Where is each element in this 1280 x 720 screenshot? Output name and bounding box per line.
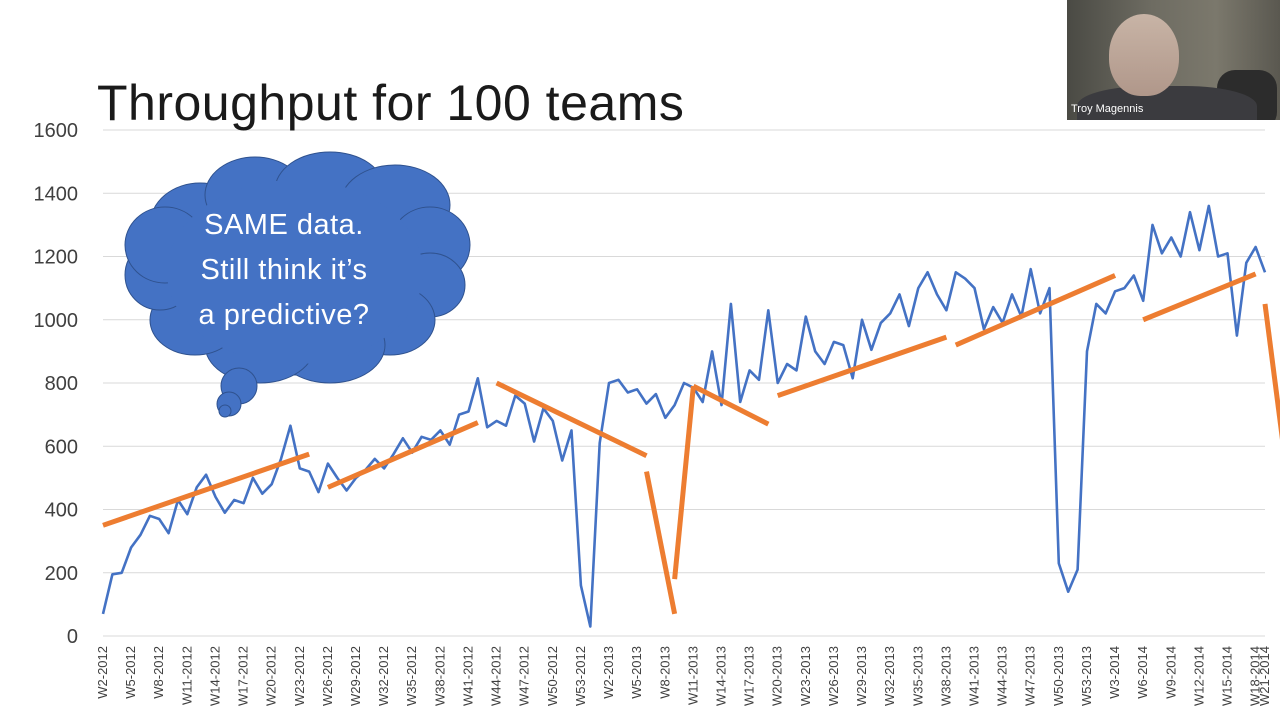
x-tick-label: W6-2014 (1135, 646, 1150, 699)
trend-segment (672, 385, 696, 580)
cloud-body (167, 180, 423, 364)
webcam-person-head (1109, 14, 1179, 96)
trend-segment (644, 471, 678, 615)
x-tick-label: W14-2013 (713, 646, 728, 706)
x-tick-label: W2-2012 (95, 646, 110, 699)
callout-line-3: a predictive? (198, 299, 370, 331)
trend-segment (102, 451, 310, 528)
x-tick-label: W53-2012 (573, 646, 588, 706)
trend-segment (495, 380, 648, 458)
x-tick-label: W47-2012 (517, 646, 532, 706)
x-tick-label: W2-2013 (601, 646, 616, 699)
x-tick-label: W32-2013 (882, 646, 897, 706)
x-tick-label: W17-2013 (742, 646, 757, 706)
x-tick-label: W53-2013 (1079, 646, 1094, 706)
trend-segment (954, 273, 1117, 348)
thought-bubble-text: SAME data. Still think it’s a predictive… (168, 203, 400, 338)
trend-segment (1142, 271, 1257, 323)
y-tick-label: 600 (45, 436, 78, 458)
y-tick-label: 1400 (34, 183, 79, 205)
x-tick-label: W9-2014 (1163, 646, 1178, 699)
x-tick-label: W26-2013 (826, 646, 841, 706)
x-tick-label: W20-2012 (264, 646, 279, 706)
x-tick-label: W35-2012 (404, 646, 419, 706)
x-tick-label: W11-2013 (685, 646, 700, 705)
x-tick-label: W38-2013 (938, 646, 953, 706)
slide-title: Throughput for 100 teams (97, 75, 685, 131)
x-tick-label: W32-2012 (376, 646, 391, 706)
x-tick-label: W3-2014 (1107, 646, 1122, 699)
x-tick-label: W35-2013 (910, 646, 925, 706)
x-tick-label: W20-2013 (770, 646, 785, 706)
x-tick-label: W47-2013 (1023, 646, 1038, 706)
x-tick-label: W15-2014 (1220, 646, 1235, 706)
trend-segment (326, 420, 479, 490)
x-tick-label: W50-2013 (1051, 646, 1066, 706)
x-tick-label: W38-2012 (432, 646, 447, 706)
y-tick-label: 200 (45, 563, 78, 585)
x-tick-label: W23-2013 (798, 646, 813, 706)
x-tick-label: W18-2014 (1248, 646, 1263, 706)
x-tick-label: W23-2012 (292, 646, 307, 706)
callout-line-1: SAME data. (204, 209, 364, 241)
y-tick-label: 400 (45, 500, 78, 522)
thought-bubble-tail (218, 404, 232, 418)
y-tick-label: 800 (45, 373, 78, 395)
y-tick-label: 1000 (34, 310, 79, 332)
y-tick-label: 1600 (34, 120, 79, 142)
x-tick-label: W50-2012 (545, 646, 560, 706)
x-tick-label: W44-2012 (489, 646, 504, 706)
y-tick-label: 0 (67, 626, 78, 648)
callout-line-2: Still think it’s (200, 254, 368, 286)
x-tick-label: W14-2012 (207, 646, 222, 706)
x-tick-label: W29-2012 (348, 646, 363, 706)
x-tick-label: W29-2013 (854, 646, 869, 706)
x-tick-label: W41-2013 (967, 646, 982, 706)
x-tick-label: W12-2014 (1191, 646, 1206, 706)
y-tick-label: 1200 (34, 247, 79, 269)
x-tick-label: W8-2012 (151, 646, 166, 699)
x-tick-label: W21-2014 (1257, 646, 1272, 706)
trend-segment (692, 383, 770, 427)
trend-segment (776, 334, 948, 399)
webcam-name-label: Troy Magennis (1071, 103, 1144, 115)
x-tick-label: W44-2013 (995, 646, 1010, 706)
x-tick-label: W41-2012 (460, 646, 475, 706)
x-tick-label: W26-2012 (320, 646, 335, 706)
webcam-person-body (1077, 86, 1257, 120)
x-tick-label: W8-2013 (657, 646, 672, 699)
x-tick-label: W5-2012 (123, 646, 138, 699)
x-tick-label: W5-2013 (629, 646, 644, 699)
x-tick-label: W11-2012 (179, 646, 194, 705)
x-tick-label: W17-2012 (236, 646, 251, 706)
webcam-video: Troy Magennis (1067, 0, 1280, 120)
trend-segment (1262, 303, 1280, 440)
